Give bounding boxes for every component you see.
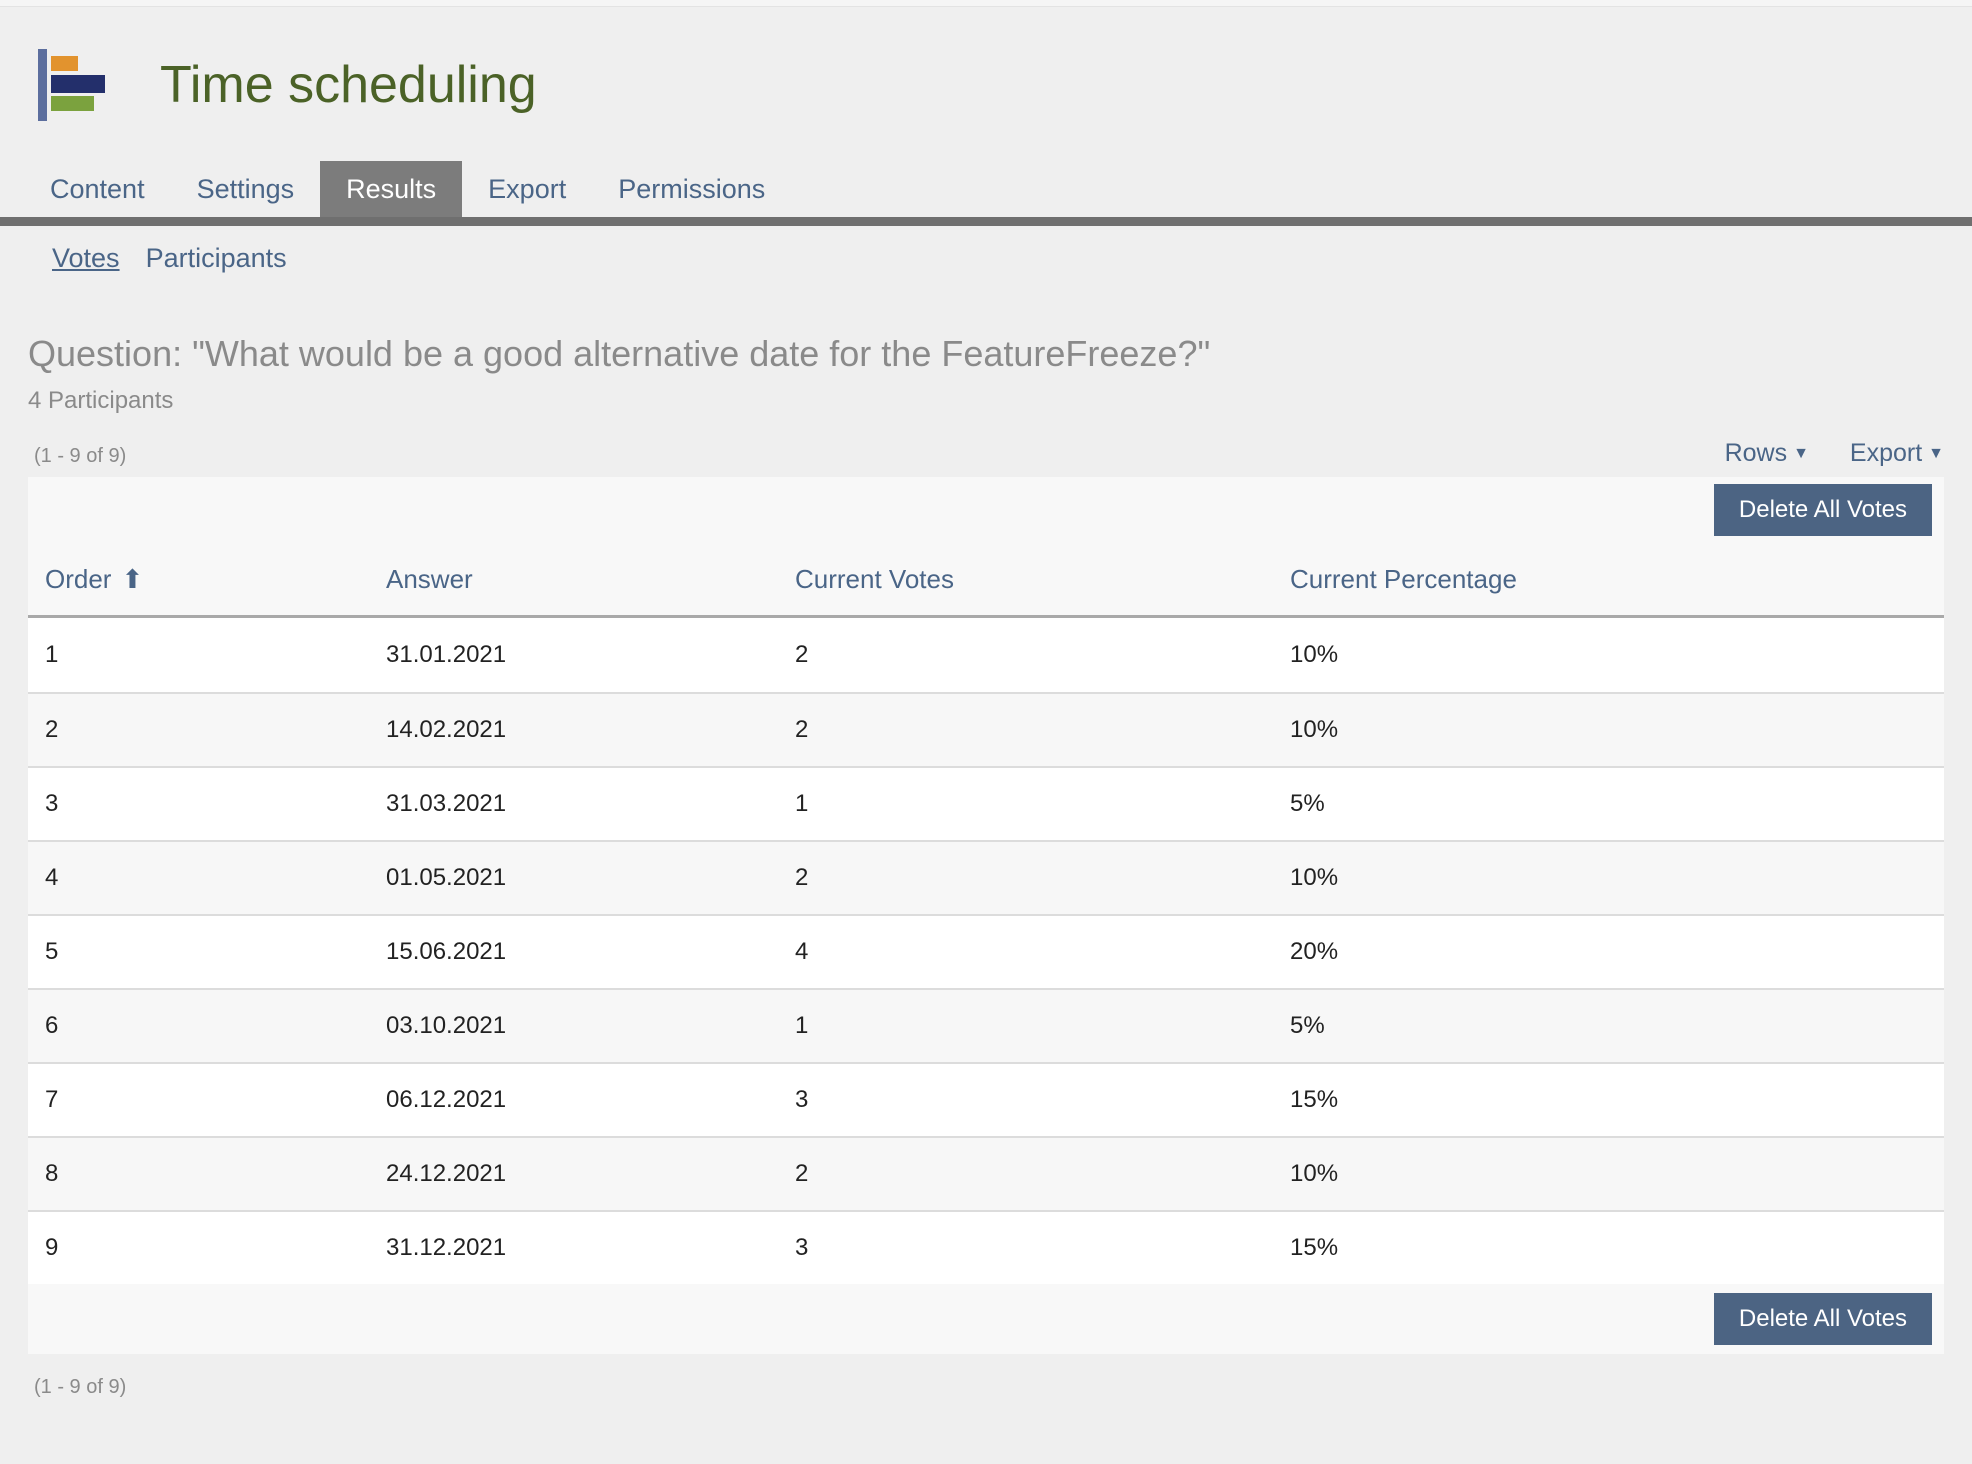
sort-ascending-icon: ⬆ <box>121 563 144 594</box>
column-header-label: Answer <box>386 563 473 594</box>
table-dropdown-controls: Rows ▼ Export ▼ <box>1691 439 1944 468</box>
table-row: 8 24.12.2021 2 10% <box>28 1136 1944 1210</box>
table-row: 4 01.05.2021 2 10% <box>28 840 1944 914</box>
table-cell: 1 <box>795 1012 809 1039</box>
tab-permissions[interactable]: Permissions <box>618 174 766 204</box>
table-cell: 15% <box>1290 1234 1339 1261</box>
table-cell: 14.02.2021 <box>386 716 507 743</box>
participants-count: 4 Participants <box>28 387 174 414</box>
table-cell: 9 <box>45 1234 59 1261</box>
table-controls-row: (1 - 9 of 9) Rows ▼ Export ▼ <box>28 439 1944 468</box>
table-cell: 31.01.2021 <box>386 641 507 668</box>
table-cell: 2 <box>45 716 59 743</box>
bar-chart-icon-axis <box>38 49 47 121</box>
table-cell: 2 <box>795 1160 809 1187</box>
pagination-bottom: (1 - 9 of 9) <box>34 1376 127 1398</box>
column-header-current-percentage[interactable]: Current Percentage <box>1273 564 1944 595</box>
table-cell: 03.10.2021 <box>386 1012 507 1039</box>
delete-all-votes-button-top[interactable]: Delete All Votes <box>1713 484 1932 536</box>
table-cell: 20% <box>1290 938 1339 965</box>
window-top-strip <box>0 0 1972 7</box>
table-cell: 6 <box>45 1012 59 1039</box>
question-heading: Question: "What would be a good alternat… <box>28 333 1211 374</box>
results-subnav: Votes Participants <box>0 226 1972 273</box>
table-cell: 31.12.2021 <box>386 1234 507 1261</box>
table-cell: 1 <box>795 790 809 817</box>
column-header-order[interactable]: Order ⬆ <box>28 564 369 595</box>
table-row: 6 03.10.2021 1 5% <box>28 988 1944 1062</box>
tab-results[interactable]: Results <box>320 161 463 217</box>
table-row: 7 06.12.2021 3 15% <box>28 1062 1944 1136</box>
column-header-label: Current Votes <box>795 563 954 594</box>
table-row: 3 31.03.2021 1 5% <box>28 766 1944 840</box>
app-header: Time scheduling <box>0 7 1972 123</box>
table-cell: 4 <box>45 864 59 891</box>
table-cell: 10% <box>1290 1160 1339 1187</box>
rows-dropdown-label: Rows <box>1724 439 1788 467</box>
table-cell: 2 <box>795 716 809 743</box>
table-cell: 2 <box>795 864 809 891</box>
table-cell: 15% <box>1290 1086 1339 1113</box>
table-cell: 10% <box>1290 864 1339 891</box>
table-row: 2 14.02.2021 2 10% <box>28 692 1944 766</box>
export-dropdown-label: Export <box>1849 439 1923 467</box>
table-cell: 4 <box>795 938 809 965</box>
bar-chart-icon-bar-green <box>51 96 94 111</box>
table-cell: 24.12.2021 <box>386 1160 507 1187</box>
table-cell: 5% <box>1290 1012 1325 1039</box>
table-cell: 3 <box>795 1086 809 1113</box>
delete-all-votes-button-bottom[interactable]: Delete All Votes <box>1713 1293 1932 1345</box>
table-cell: 06.12.2021 <box>386 1086 507 1113</box>
table-cell: 8 <box>45 1160 59 1187</box>
pagination-top: (1 - 9 of 9) <box>34 445 127 467</box>
tab-export[interactable]: Export <box>488 174 567 204</box>
table-header-row: Order ⬆ Answer Current Votes Current Percent… <box>28 543 1944 615</box>
table-row: 5 15.06.2021 4 20% <box>28 914 1944 988</box>
table-cell: 01.05.2021 <box>386 864 507 891</box>
table-row: 9 31.12.2021 3 15% <box>28 1210 1944 1284</box>
export-dropdown[interactable]: Export ▼ <box>1850 439 1944 467</box>
table-toolbar: Delete All Votes <box>28 477 1944 543</box>
table-cell: 1 <box>45 641 59 668</box>
table-body: 1 31.01.2021 2 10% 2 14.02.2021 2 10% 3 31.03.202… <box>28 618 1944 1284</box>
tab-content[interactable]: Content <box>50 174 145 204</box>
rows-dropdown[interactable]: Rows ▼ <box>1725 439 1809 467</box>
page-title: Time scheduling <box>160 56 537 114</box>
bar-chart-icon <box>38 47 148 123</box>
table-cell: 10% <box>1290 641 1339 668</box>
column-header-answer[interactable]: Answer <box>369 564 778 595</box>
table-cell: 15.06.2021 <box>386 938 507 965</box>
table-cell: 5 <box>45 938 59 965</box>
table-cell: 31.03.2021 <box>386 790 507 817</box>
table-cell: 2 <box>795 641 809 668</box>
table-cell: 5% <box>1290 790 1325 817</box>
subnav-link-participants[interactable]: Participants <box>145 243 287 273</box>
table-cell: 3 <box>45 790 59 817</box>
chevron-down-icon: ▼ <box>1793 445 1809 462</box>
column-header-current-votes[interactable]: Current Votes <box>778 564 1273 595</box>
main-content: Question: "What would be a good alternat… <box>0 333 1972 1399</box>
column-header-label: Current Percentage <box>1290 563 1517 594</box>
bar-chart-icon-bar-navy <box>51 75 105 93</box>
table-cell: 3 <box>795 1234 809 1261</box>
table-cell: 7 <box>45 1086 59 1113</box>
table-cell: 10% <box>1290 716 1339 743</box>
bar-chart-icon-bar-orange <box>51 56 78 71</box>
table-footer: Delete All Votes <box>28 1284 1944 1354</box>
chevron-down-icon: ▼ <box>1928 445 1944 462</box>
votes-table: Delete All Votes Order ⬆ Answer Current Vot… <box>28 477 1944 1354</box>
tab-bar: Content Settings Results Export Permissions <box>0 161 1972 226</box>
tab-settings[interactable]: Settings <box>196 174 295 204</box>
table-head-area: Delete All Votes Order ⬆ Answer Current Vot… <box>28 477 1944 618</box>
column-header-label: Order <box>45 563 112 594</box>
subnav-link-votes[interactable]: Votes <box>52 243 120 273</box>
table-row: 1 31.01.2021 2 10% <box>28 618 1944 692</box>
